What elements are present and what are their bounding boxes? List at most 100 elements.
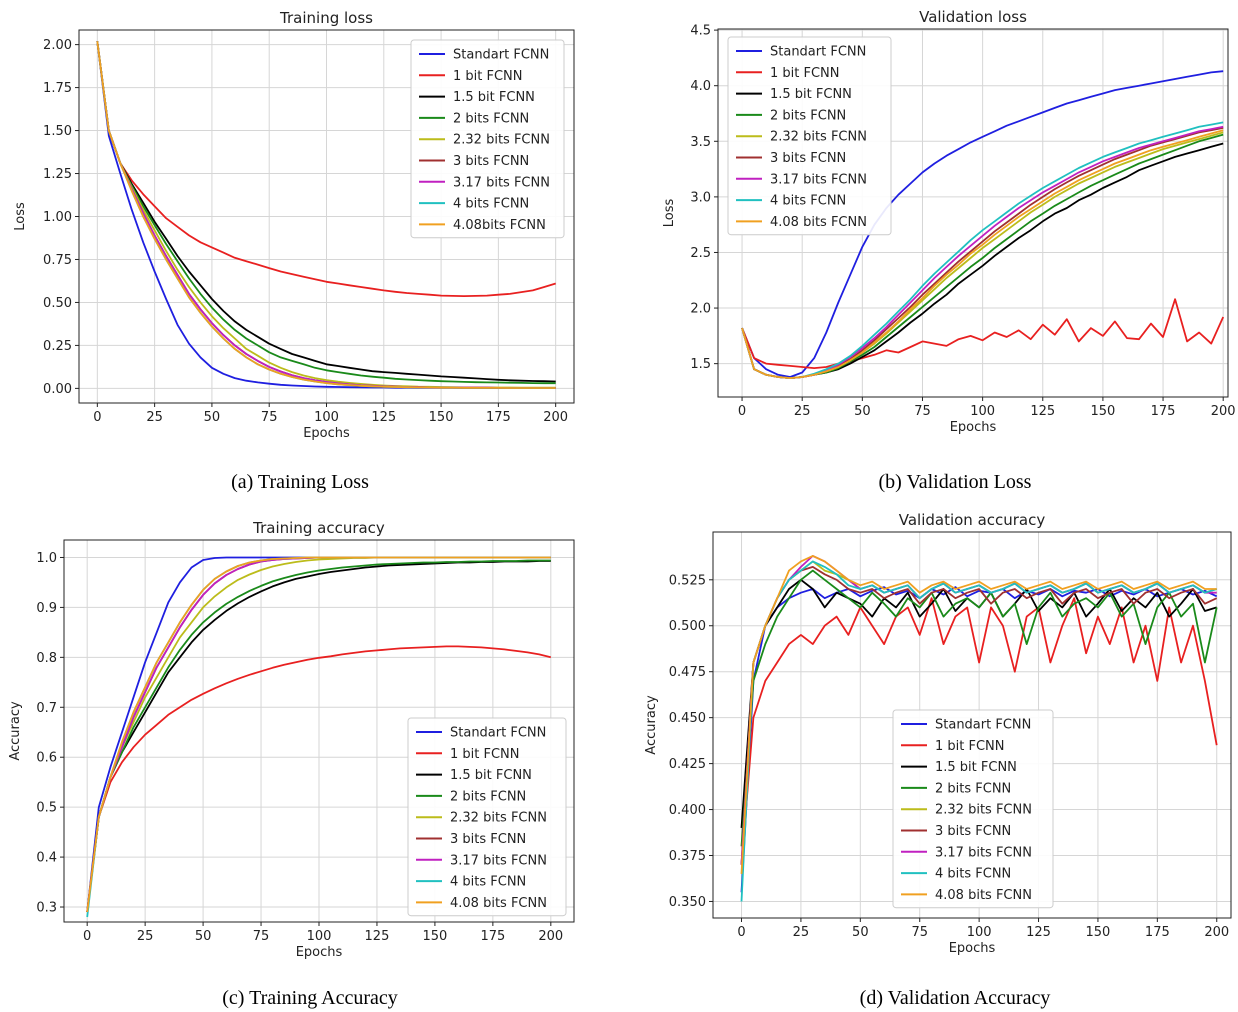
series-line	[741, 121, 1224, 380]
series-line	[86, 556, 551, 913]
legend: Standart FCNN 1 bit FCNN 1.5 bit FCNN 2 bit…	[727, 36, 892, 236]
legend-entry: 2.32 bits FCNN	[770, 130, 867, 145]
chart-title: Training accuracy	[252, 519, 385, 537]
series-line	[740, 566, 1218, 865]
y-tick-label: 3.5	[690, 135, 711, 150]
chart-d: 0 25 50 75 100 125 150 175 200 0.350 0.375 0.400 0.4…	[644, 511, 1232, 956]
y-tick-label: 0.00	[43, 382, 72, 397]
legend-entry: 4 bits FCNN	[770, 194, 846, 209]
y-tick-label: 1.75	[43, 81, 72, 96]
legend-entry: 2 bits FCNN	[450, 789, 526, 804]
y-tick-label: 0.5	[36, 801, 57, 816]
series-line	[741, 129, 1224, 380]
y-axis-label: Loss	[662, 199, 677, 228]
y-tick-label: 0.400	[669, 803, 706, 818]
caption-d: (d) Validation Accuracy	[859, 987, 1051, 1009]
legend-entry: 2.32 bits FCNN	[935, 803, 1032, 818]
legend-entry: 3 bits FCNN	[770, 151, 846, 166]
caption-a: (a) Training Loss	[231, 471, 369, 493]
x-tick-label: 25	[146, 410, 163, 425]
x-axis-label: Epochs	[303, 426, 350, 441]
caption-c: (c) Training Accuracy	[222, 987, 398, 1009]
y-tick-label: 0.25	[43, 339, 72, 354]
y-tick-label: 0.500	[669, 619, 706, 634]
x-tick-label: 125	[1030, 404, 1055, 419]
x-tick-label: 0	[737, 925, 745, 940]
y-tick-label: 0.450	[669, 711, 706, 726]
series-line	[96, 41, 556, 383]
series-line	[740, 569, 1218, 847]
y-axis-label: Accuracy	[8, 701, 23, 761]
legend-box	[407, 717, 567, 917]
y-tick-label: 1.5	[690, 357, 711, 372]
x-tick-label: 75	[261, 410, 278, 425]
series-line	[741, 298, 1225, 370]
x-tick-label: 100	[967, 925, 992, 940]
y-tick-label: 3.0	[690, 190, 711, 205]
x-tick-label: 200	[538, 929, 563, 944]
y-tick-label: 0.425	[669, 757, 706, 772]
legend-entry: 2.32 bits FCNN	[450, 811, 547, 826]
plot-frame	[712, 531, 1232, 919]
x-tick-label: 175	[486, 410, 511, 425]
y-tick-label: 1.00	[43, 210, 72, 225]
legend-entry: 1 bit FCNN	[450, 747, 520, 762]
x-tick-label: 150	[1086, 925, 1111, 940]
legend-entry: 2 bits FCNN	[770, 108, 846, 123]
y-tick-label: 0.6	[36, 751, 57, 766]
x-tick-label: 0	[738, 404, 746, 419]
legend-entry: 1.5 bit FCNN	[935, 760, 1017, 775]
x-tick-label: 75	[914, 404, 931, 419]
legend-entry: 3.17 bits FCNN	[935, 845, 1032, 860]
series-line	[96, 41, 556, 298]
legend-entry: 2 bits FCNN	[453, 111, 529, 126]
x-axis-label: Epochs	[950, 420, 997, 435]
chart-b: 0 25 50 75 100 125 150 175 200 1.5 2.0 2.5 3.0 3.5 4.0…	[662, 8, 1236, 435]
series-line	[740, 560, 1217, 902]
legend-entry: 4 bits FCNN	[935, 867, 1011, 882]
legend-entry: 4.08 bits FCNN	[770, 215, 867, 230]
y-tick-label: 0.525	[669, 573, 706, 588]
legend-entry: 1.5 bit FCNN	[453, 90, 535, 105]
y-tick-label: 2.0	[690, 302, 711, 317]
x-tick-label: 125	[365, 929, 390, 944]
series-line	[740, 555, 1217, 874]
series-group	[86, 556, 552, 918]
series-line	[86, 559, 551, 913]
x-tick-label: 175	[1145, 925, 1170, 940]
x-tick-label: 100	[314, 410, 339, 425]
y-tick-label: 4.5	[690, 24, 711, 39]
x-tick-label: 125	[1026, 925, 1051, 940]
legend-entry: 4 bits FCNN	[450, 875, 526, 890]
plot-frame	[717, 28, 1229, 398]
chart-title: Validation loss	[919, 8, 1027, 26]
x-tick-label: 75	[253, 929, 270, 944]
x-tick-label: 50	[854, 404, 871, 419]
x-tick-label: 100	[307, 929, 332, 944]
series-group	[96, 41, 556, 389]
legend-entry: 3.17 bits FCNN	[450, 853, 547, 868]
x-tick-label: 25	[794, 404, 811, 419]
legend-entry: 4.08bits FCNN	[453, 218, 546, 233]
legend: Standart FCNN 1 bit FCNN 1.5 bit FCNN 2 bit…	[410, 39, 565, 239]
series-group	[741, 70, 1225, 380]
x-tick-label: 200	[1211, 404, 1236, 419]
legend-entry: 1 bit FCNN	[453, 69, 523, 84]
x-axis-label: Epochs	[296, 945, 343, 960]
x-tick-label: 150	[429, 410, 454, 425]
legend-entry: Standart FCNN	[770, 45, 866, 60]
y-tick-label: 0.4	[36, 851, 57, 866]
chart-title: Validation accuracy	[899, 511, 1046, 529]
legend-entry: 3 bits FCNN	[935, 824, 1011, 839]
x-tick-label: 50	[852, 925, 869, 940]
x-tick-label: 200	[1204, 925, 1229, 940]
y-tick-label: 1.50	[43, 124, 72, 139]
legend-entry: 2.32 bits FCNN	[453, 133, 550, 148]
y-tick-label: 0.350	[669, 895, 706, 910]
x-axis-label: Epochs	[949, 941, 996, 956]
legend-entry: 4 bits FCNN	[453, 197, 529, 212]
series-line	[740, 597, 1218, 865]
legend-entry: Standart FCNN	[453, 48, 549, 63]
caption-b: (b) Validation Loss	[878, 471, 1032, 493]
